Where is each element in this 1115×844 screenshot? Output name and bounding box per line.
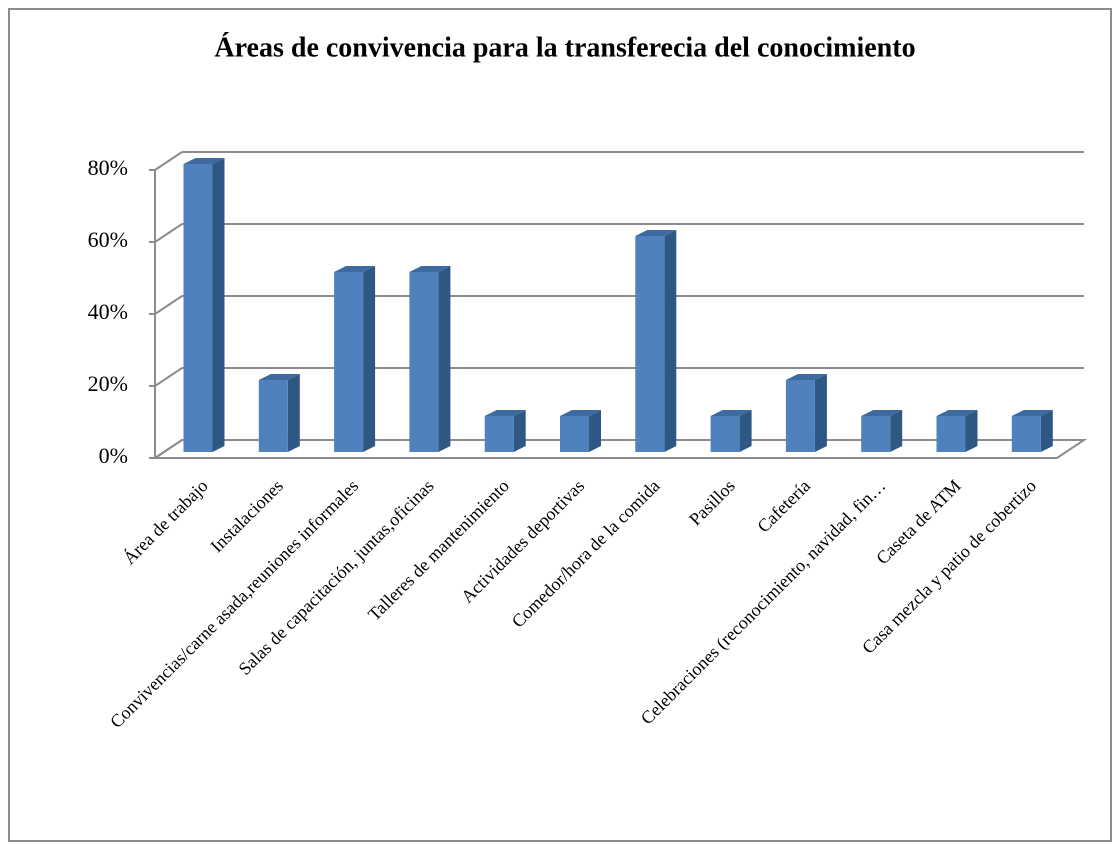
bar-face (258, 380, 288, 452)
bar-face (513, 410, 526, 452)
bar-face (861, 410, 903, 416)
bar-face (363, 266, 376, 452)
chart-title: Áreas de convivencia para la transfereci… (214, 32, 915, 63)
bar-face (936, 416, 966, 452)
bar-face (560, 416, 589, 452)
bar-face (258, 374, 300, 380)
bar-face (409, 272, 439, 452)
bar-face (484, 416, 514, 452)
bar-face (890, 410, 903, 452)
grid-line-side (154, 367, 183, 387)
y-tick-label: 0% (99, 443, 128, 468)
grid-line-side (154, 151, 183, 171)
bar-face (212, 158, 225, 452)
bar (183, 158, 225, 452)
bar-face (1011, 416, 1041, 452)
bar-face (1011, 410, 1053, 416)
bar-face (664, 230, 677, 452)
grid-line-side (154, 439, 183, 459)
bar-face (965, 410, 978, 452)
bar (484, 410, 526, 452)
bar-face (334, 272, 364, 452)
bar-face (183, 158, 225, 164)
bar-face (861, 416, 891, 452)
bar-face (589, 410, 601, 452)
bar-face (739, 410, 752, 452)
bar-face (409, 266, 451, 272)
bar (861, 410, 903, 452)
bar-face (635, 236, 665, 452)
bar-face (484, 410, 526, 416)
grid-line-side (154, 295, 183, 315)
grid-line-side (154, 223, 183, 243)
bar (936, 410, 978, 452)
bar-face (710, 416, 740, 452)
bar-face (1040, 410, 1053, 452)
bar (258, 374, 300, 452)
bar-face (438, 266, 451, 452)
bar (334, 266, 376, 452)
bar-face (814, 374, 827, 452)
bar-face (710, 410, 752, 416)
y-tick-label: 60% (88, 227, 128, 252)
bar-face (183, 164, 213, 452)
bar (710, 410, 752, 452)
bar-face (287, 374, 300, 452)
y-tick-label: 80% (88, 155, 128, 180)
bar (560, 410, 601, 452)
bar (409, 266, 451, 452)
bar-face (334, 266, 376, 272)
bar-face (785, 380, 815, 452)
bar (1011, 410, 1053, 452)
bar-face (560, 410, 601, 416)
bar-face (785, 374, 827, 380)
bar (785, 374, 827, 452)
y-tick-label: 40% (88, 299, 128, 324)
bar-face (635, 230, 677, 236)
bar (635, 230, 677, 452)
y-tick-label: 20% (88, 371, 128, 396)
bar-face (936, 410, 978, 416)
